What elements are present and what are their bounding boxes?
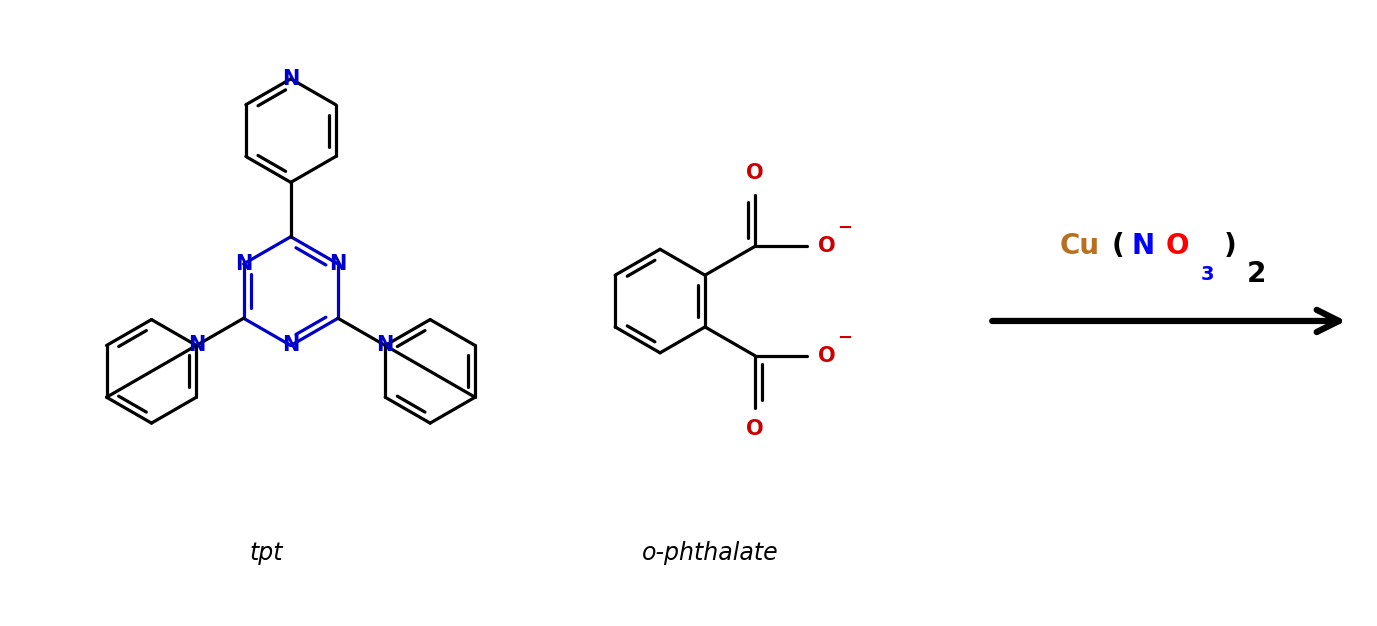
Text: O: O [818, 236, 836, 256]
Text: ): ) [1224, 232, 1237, 260]
Text: N: N [329, 254, 347, 274]
Text: (: ( [1111, 232, 1124, 260]
Text: Cu: Cu [1059, 232, 1099, 260]
Text: N: N [282, 69, 299, 89]
Text: N: N [187, 336, 205, 356]
Text: O: O [818, 346, 836, 366]
Text: 3: 3 [1201, 265, 1215, 284]
Text: tpt: tpt [249, 541, 282, 565]
Text: O: O [746, 163, 764, 183]
Text: O: O [1166, 232, 1190, 260]
Text: N: N [376, 336, 394, 356]
Text: N: N [1131, 232, 1154, 260]
Text: −: − [837, 219, 852, 237]
Text: O: O [746, 419, 764, 439]
Text: 2: 2 [1246, 260, 1267, 288]
Text: N: N [282, 336, 299, 356]
Text: o-phthalate: o-phthalate [642, 541, 778, 565]
Text: N: N [235, 254, 252, 274]
Text: −: − [837, 329, 852, 347]
